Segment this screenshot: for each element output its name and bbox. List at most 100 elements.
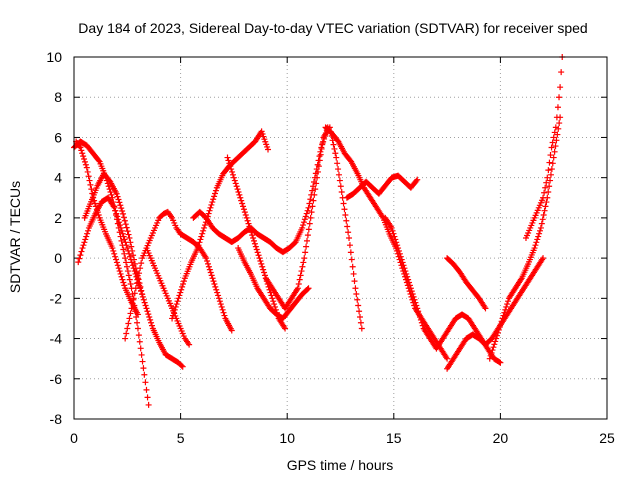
data-point [212,187,219,194]
data-point [176,292,183,299]
data-point [258,260,265,267]
data-point [132,285,139,292]
data-point [305,285,312,292]
data-point [408,288,415,295]
data-point [179,283,186,290]
data-point [545,167,552,174]
data-point [77,144,84,151]
data-point [261,269,268,276]
data-point [244,217,251,224]
data-point [124,245,131,252]
series-arc-18 [486,114,564,362]
data-point [306,200,313,207]
data-point [491,341,498,348]
data-point [124,268,131,275]
y-tick-label: 6 [54,129,62,145]
data-point [115,196,122,203]
data-point [174,298,181,305]
data-point [75,259,82,266]
data-point [137,283,144,290]
data-point [82,236,89,243]
data-point [300,219,307,226]
data-point [444,355,451,362]
data-point [358,325,365,332]
data-point [550,154,557,161]
data-point [120,233,127,240]
data-point [399,259,406,266]
data-point [83,164,90,171]
data-point [409,291,416,298]
data-point [205,260,212,267]
data-point [536,230,543,237]
data-point [404,273,411,280]
data-point [198,233,205,240]
data-point [226,160,233,167]
data-point [556,94,563,101]
data-point [130,252,137,259]
data-point [254,249,261,256]
data-point [549,160,556,167]
data-point [120,279,127,286]
data-point [531,245,538,252]
data-point [128,243,135,250]
plot-frame [73,56,608,420]
data-point [252,243,259,250]
data-point [122,221,129,228]
x-tick-label: 5 [177,430,185,446]
data-point [145,311,152,318]
data-point [300,222,307,229]
data-point [354,296,361,303]
data-point [539,216,546,223]
data-point [418,319,425,326]
data-point [554,104,561,111]
data-point [80,242,87,249]
data-point [140,296,147,303]
data-point [82,161,89,168]
data-point [548,166,555,173]
data-point [129,300,136,307]
data-point [417,316,424,323]
data-point [242,212,249,219]
data-point [410,293,417,300]
y-tick-label: 4 [54,170,62,186]
data-point [419,322,426,329]
data-point [240,206,247,213]
data-point [140,365,147,372]
data-point [233,183,240,190]
data-point [220,309,227,316]
data-point [543,179,550,186]
data-point [305,226,312,233]
data-point [122,335,129,342]
data-point [221,312,228,319]
data-point [206,207,213,214]
y-axis-label: SDTVAR / TECUs [7,181,23,293]
data-point [302,249,309,256]
data-point [207,269,214,276]
data-point [255,252,262,259]
data-point [259,263,266,270]
data-point [336,177,343,184]
data-point [314,174,321,181]
data-point [333,154,340,161]
data-point [119,230,126,237]
data-point [347,249,354,256]
series-arc-13 [322,124,451,362]
data-point [405,276,412,283]
x-tick-label: 0 [70,430,78,446]
data-point [350,270,357,277]
data-point [547,171,554,178]
data-point [343,217,350,224]
data-point [171,306,178,313]
data-point [297,272,304,279]
data-point [128,305,135,312]
data-point [216,298,223,305]
data-point [214,289,221,296]
data-point [271,301,278,308]
data-point [134,325,141,332]
data-point [294,285,301,292]
data-point [499,315,506,322]
data-point [505,298,512,305]
data-point [353,291,360,298]
data-point [110,247,117,254]
data-point [550,134,557,141]
